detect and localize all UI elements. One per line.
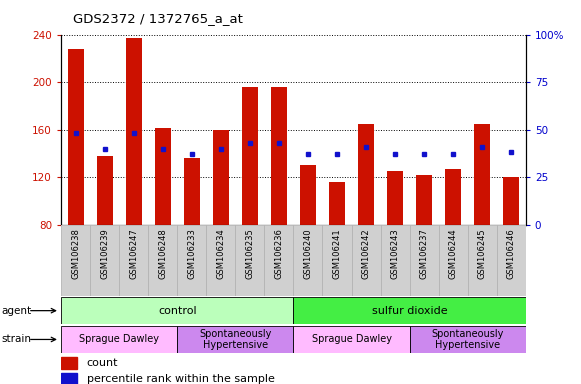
Bar (148, 225, 177, 296)
Text: percentile rank within the sample: percentile rank within the sample (87, 374, 274, 384)
Bar (61, 225, 90, 296)
Bar (497, 225, 526, 296)
Text: GSM106239: GSM106239 (100, 228, 109, 279)
Bar (271, 87, 287, 320)
Text: sulfur dioxide: sulfur dioxide (372, 306, 447, 316)
Bar (410, 326, 526, 353)
Text: Sprague Dawley: Sprague Dawley (79, 334, 159, 344)
Text: GSM106236: GSM106236 (274, 228, 284, 279)
Text: GDS2372 / 1372765_a_at: GDS2372 / 1372765_a_at (73, 12, 242, 25)
Bar (264, 225, 293, 296)
Text: count: count (87, 358, 118, 368)
Bar (300, 165, 316, 320)
Bar (468, 225, 497, 296)
Text: Spontaneously
Hypertensive: Spontaneously Hypertensive (432, 329, 504, 350)
Bar (90, 225, 119, 296)
Bar (293, 326, 410, 353)
Bar (329, 182, 345, 320)
Bar (125, 38, 142, 320)
Bar (119, 225, 148, 296)
Text: GSM106248: GSM106248 (158, 228, 167, 279)
Text: GSM106241: GSM106241 (332, 228, 342, 279)
Bar (381, 225, 410, 296)
Bar (235, 225, 264, 296)
Text: control: control (158, 306, 196, 316)
Bar (206, 225, 235, 296)
Bar (184, 158, 200, 320)
Bar (439, 225, 468, 296)
Text: GSM106234: GSM106234 (216, 228, 225, 279)
Bar (387, 171, 403, 320)
Bar (416, 175, 432, 320)
Text: Spontaneously
Hypertensive: Spontaneously Hypertensive (199, 329, 271, 350)
Bar (410, 225, 439, 296)
Bar (155, 128, 171, 320)
Bar (445, 169, 461, 320)
Bar (358, 124, 374, 320)
Text: GSM106238: GSM106238 (71, 228, 80, 279)
Bar (293, 297, 526, 324)
Bar (293, 225, 322, 296)
Bar (474, 124, 490, 320)
Text: GSM106242: GSM106242 (361, 228, 371, 279)
Bar (67, 49, 84, 320)
Bar (61, 326, 177, 353)
Text: GSM106233: GSM106233 (187, 228, 196, 279)
Bar (242, 87, 258, 320)
Text: GSM106245: GSM106245 (478, 228, 487, 279)
Bar (96, 156, 113, 320)
Text: GSM106247: GSM106247 (129, 228, 138, 279)
Text: GSM106240: GSM106240 (303, 228, 313, 279)
Bar (61, 373, 77, 384)
Text: strain: strain (1, 334, 31, 344)
Text: GSM106243: GSM106243 (390, 228, 400, 279)
Bar (213, 130, 229, 320)
Bar (61, 358, 77, 369)
Bar (503, 177, 519, 320)
Text: Sprague Dawley: Sprague Dawley (311, 334, 392, 344)
Bar (177, 326, 293, 353)
Text: GSM106246: GSM106246 (507, 228, 516, 279)
Bar (322, 225, 352, 296)
Bar (61, 297, 293, 324)
Bar (177, 225, 206, 296)
Bar (352, 225, 381, 296)
Text: GSM106235: GSM106235 (245, 228, 254, 279)
Text: GSM106237: GSM106237 (419, 228, 429, 279)
Text: GSM106244: GSM106244 (449, 228, 458, 279)
Text: agent: agent (1, 306, 31, 316)
